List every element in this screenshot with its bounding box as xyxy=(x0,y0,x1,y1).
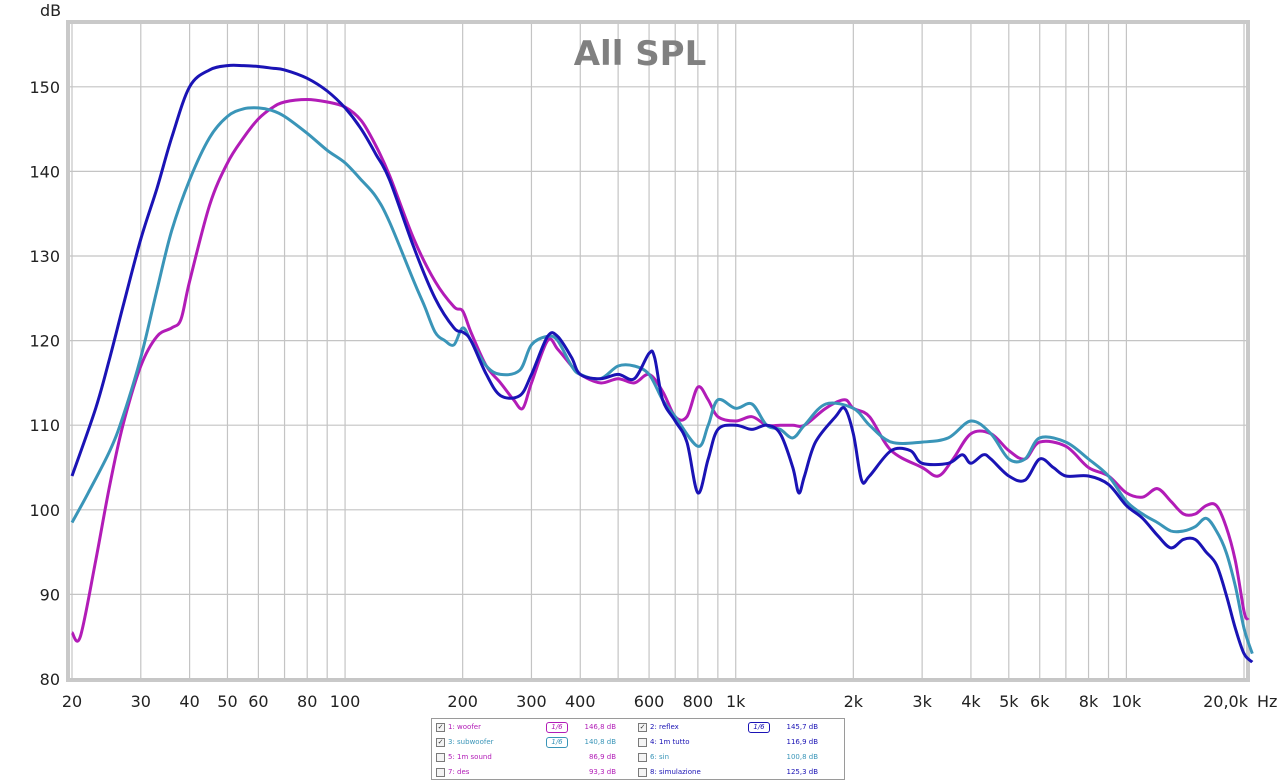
legend-item[interactable]: 6: sin 100,8 dB xyxy=(638,750,838,764)
x-tick-label: 30 xyxy=(131,692,151,711)
x-tick-label: 600 xyxy=(634,692,665,711)
x-tick-label: 10k xyxy=(1112,692,1142,711)
x-tick-label: 80 xyxy=(297,692,317,711)
x-tick-label: 3k xyxy=(912,692,932,711)
legend-item[interactable]: ✓ 1: woofer 1/6 146,8 dB xyxy=(436,720,636,734)
x-tick-label: 1k xyxy=(726,692,746,711)
legend-item-value: 125,3 dB xyxy=(786,768,818,776)
chart-title: All SPL xyxy=(574,34,707,74)
x-axis-ticks: 20 30 40 50 60 80 100 200 300 400 600 800 1k 2k 3k 4k 5k… xyxy=(62,692,1249,711)
legend-smoothing-badge[interactable]: 1/6 xyxy=(546,737,568,748)
y-tick-label: 90 xyxy=(40,585,60,604)
x-tick-label: 5k xyxy=(999,692,1019,711)
y-axis-label: dB xyxy=(40,1,61,20)
legend-item[interactable]: 5: 1m sound 86,9 dB xyxy=(436,750,636,764)
y-tick-label: 130 xyxy=(29,247,60,266)
plot-background xyxy=(66,20,1250,682)
legend-checkbox[interactable]: ✓ xyxy=(436,738,445,747)
x-tick-label: 40 xyxy=(179,692,199,711)
x-tick-label: 20,0k xyxy=(1203,692,1249,711)
legend-smoothing-badge[interactable]: 1/6 xyxy=(546,722,568,733)
legend-checkbox[interactable]: ✓ xyxy=(638,723,647,732)
legend-item[interactable]: 4: 1m tutto 116,9 dB xyxy=(638,735,838,749)
legend-item-name: 4: 1m tutto xyxy=(650,738,690,746)
legend-item-value: 116,9 dB xyxy=(786,738,818,746)
y-tick-label: 100 xyxy=(29,501,60,520)
x-tick-label: 300 xyxy=(516,692,547,711)
legend-checkbox[interactable] xyxy=(638,768,647,777)
legend-item-value: 145,7 dB xyxy=(786,723,818,731)
x-tick-label: 6k xyxy=(1030,692,1050,711)
series-line xyxy=(70,63,1254,664)
x-tick-label: 800 xyxy=(683,692,714,711)
y-tick-label: 110 xyxy=(29,416,60,435)
legend-item-name: 2: reflex xyxy=(650,723,679,731)
legend-item[interactable]: ✓ 2: reflex 1/6 145,7 dB xyxy=(638,720,838,734)
x-tick-label: 20 xyxy=(62,692,82,711)
x-tick-label: 4k xyxy=(961,692,981,711)
legend-item-value: 93,3 dB xyxy=(588,768,616,776)
y-tick-label: 120 xyxy=(29,332,60,351)
x-axis-unit: Hz xyxy=(1257,692,1277,711)
legend-item-name: 5: 1m sound xyxy=(448,753,492,761)
x-tick-label: 8k xyxy=(1079,692,1099,711)
y-axis-ticks: 80 90 100 110 120 130 140 150 xyxy=(29,78,60,689)
legend-smoothing-badge[interactable]: 1/6 xyxy=(748,722,770,733)
legend-item-name: 8: simulazione xyxy=(650,768,701,776)
legend-checkbox[interactable] xyxy=(436,768,445,777)
legend-item-value: 140,8 dB xyxy=(584,738,616,746)
series-line xyxy=(70,98,1250,643)
y-tick-label: 150 xyxy=(29,78,60,97)
y-tick-label: 140 xyxy=(29,162,60,181)
legend-item[interactable]: ✓ 3: subwoofer 1/6 140,8 dB xyxy=(436,735,636,749)
x-tick-label: 50 xyxy=(217,692,237,711)
legend-item-name: 3: subwoofer xyxy=(448,738,494,746)
legend: ✓ 1: woofer 1/6 146,8 dB ✓ 2: reflex 1/6 145,7 … xyxy=(431,718,845,780)
legend-checkbox[interactable] xyxy=(436,753,445,762)
legend-item-name: 6: sin xyxy=(650,753,670,761)
legend-item-value: 86,9 dB xyxy=(588,753,616,761)
legend-item-name: 7: des xyxy=(448,768,470,776)
legend-item-name: 1: woofer xyxy=(448,723,481,731)
spl-chart: All SPL 80 90 100 110 120 130 140 150 20 30 40 50 6… xyxy=(29,1,1277,711)
x-tick-label: 400 xyxy=(565,692,596,711)
x-tick-label: 200 xyxy=(447,692,478,711)
legend-checkbox[interactable] xyxy=(638,738,647,747)
legend-item-value: 146,8 dB xyxy=(584,723,616,731)
y-tick-label: 80 xyxy=(40,670,60,689)
legend-item-value: 100,8 dB xyxy=(786,753,818,761)
legend-checkbox[interactable] xyxy=(638,753,647,762)
x-tick-label: 2k xyxy=(844,692,864,711)
x-tick-label: 60 xyxy=(248,692,268,711)
series-lines xyxy=(70,63,1254,664)
legend-item[interactable]: 8: simulazione 125,3 dB xyxy=(638,765,838,779)
x-tick-label: 100 xyxy=(330,692,361,711)
legend-checkbox[interactable]: ✓ xyxy=(436,723,445,732)
grid xyxy=(70,24,1246,680)
legend-item[interactable]: 7: des 93,3 dB xyxy=(436,765,636,779)
